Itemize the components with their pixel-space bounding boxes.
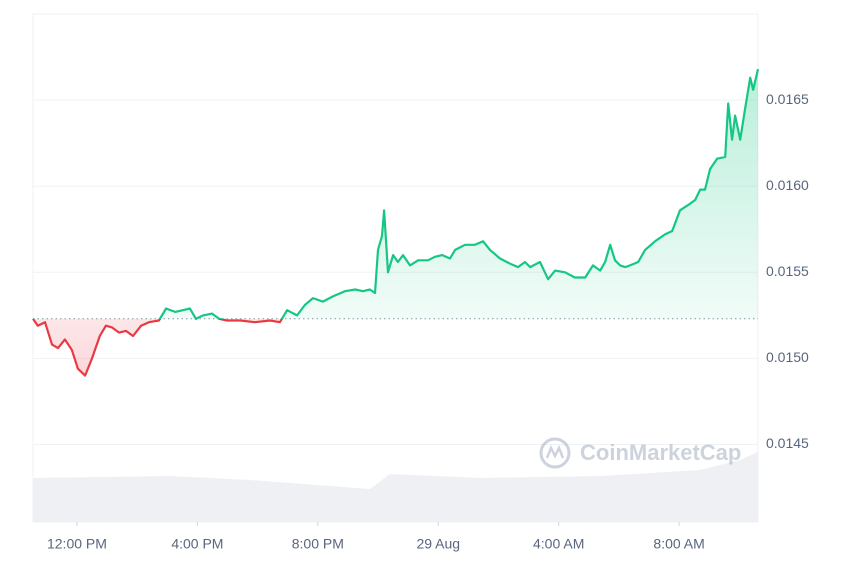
area [33, 69, 758, 376]
x-tick-label: 12:00 PM [47, 536, 107, 552]
y-tick-label: 0.0160 [766, 177, 809, 193]
x-tick-label: 8:00 PM [292, 536, 344, 552]
y-tick-label: 0.0145 [766, 435, 809, 451]
y-tick-label: 0.0155 [766, 263, 809, 279]
price-line [32, 68, 760, 377]
x-tick-label: 4:00 AM [533, 536, 584, 552]
x-tick-label: 8:00 AM [653, 536, 704, 552]
x-tick-label: 4:00 PM [171, 536, 223, 552]
x-tick-label: 29 Aug [416, 536, 460, 552]
y-tick-label: 0.0165 [766, 91, 809, 107]
volume-area [33, 452, 758, 522]
watermark: CoinMarketCap [539, 437, 741, 469]
y-tick-label: 0.0150 [766, 349, 809, 365]
watermark-text: CoinMarketCap [580, 440, 741, 465]
